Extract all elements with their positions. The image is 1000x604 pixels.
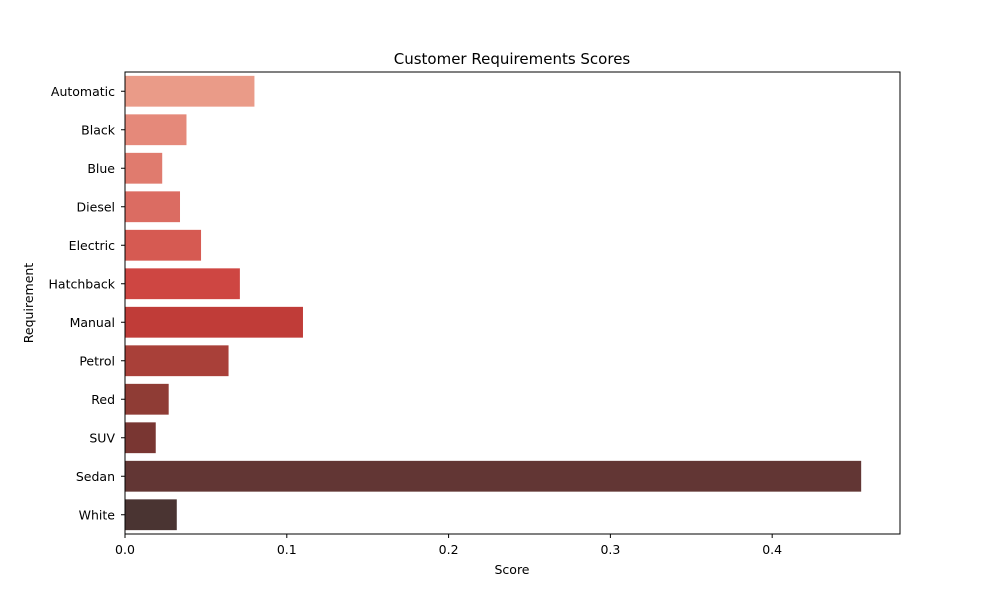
y-tick-label: Diesel [77,199,115,214]
bars-layer [125,75,862,531]
x-tick-label: 0.4 [762,542,782,557]
bar-manual [125,306,303,338]
y-tick-label: Electric [69,238,115,253]
bar-sedan [125,460,862,492]
y-tick-label: Red [91,392,115,407]
plot-frame [124,71,901,535]
y-tick-label: Black [81,122,116,137]
x-tick-label: 0.1 [277,542,297,557]
y-ticks: Automatic Black Blue Diesel Electric Hatchbac… [49,84,125,522]
y-tick-label: Automatic [51,84,115,99]
y-tick-label: Sedan [76,469,115,484]
bar-white [125,499,177,531]
x-tick-label: 0.3 [600,542,620,557]
y-tick-label: Manual [70,315,115,330]
y-tick-label: SUV [89,430,115,445]
bar-hatchback [125,268,240,300]
bar-petrol [125,345,229,377]
x-tick-label: 0.2 [439,542,459,557]
y-tick-label: Hatchback [49,276,116,291]
x-ticks: 0.0 0.1 0.2 0.3 0.4 [115,534,782,557]
x-axis-label: Score [494,562,529,577]
bar-suv [125,422,156,454]
y-tick-label: White [79,507,116,522]
bar-blue [125,152,163,184]
chart-title: Customer Requirements Scores [394,50,631,68]
bar-diesel [125,191,181,223]
y-axis-label: Requirement [21,263,36,343]
bar-electric [125,229,202,261]
bar-red [125,383,169,415]
bar-black [125,114,187,146]
y-tick-label: Petrol [79,353,115,368]
bar-automatic [125,75,255,107]
y-tick-label: Blue [87,161,115,176]
x-tick-label: 0.0 [115,542,135,557]
